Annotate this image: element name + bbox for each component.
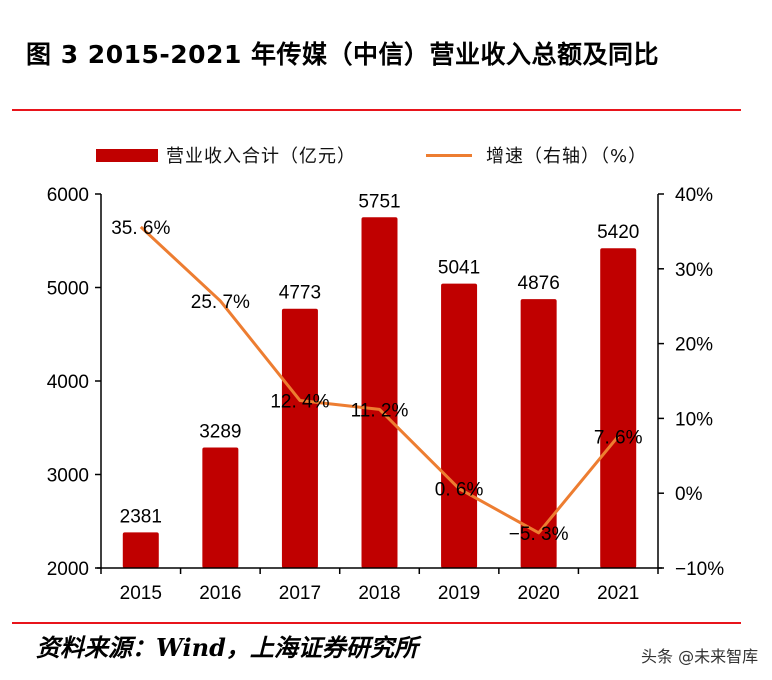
right-tick-label: 40%: [675, 185, 713, 206]
bar-value-label: 4773: [279, 283, 321, 304]
source-note: 资料来源：Wind，上海证券研究所: [36, 633, 418, 662]
x-tick-label: 2020: [518, 583, 560, 604]
left-tick-label: 6000: [47, 185, 89, 206]
left-tick-label: 2000: [47, 559, 89, 580]
growth-value-label: 0. 6%: [435, 480, 484, 501]
title-divider: [12, 109, 741, 111]
bar-value-label: 5041: [438, 258, 480, 279]
bar-2017: [281, 308, 318, 568]
bar-value-label: 5751: [358, 191, 400, 212]
watermark: 头条 @未来智库: [641, 647, 759, 666]
left-tick-label: 4000: [47, 372, 89, 393]
chart-legend: 营业收入合计（亿元） 增速（右轴）（%）: [0, 140, 772, 170]
right-tick-label: −10%: [675, 559, 724, 580]
bar-value-label: 5420: [597, 222, 639, 243]
left-tick-label: 3000: [47, 466, 89, 487]
left-tick-label: 5000: [47, 279, 89, 300]
x-tick-label: 2021: [597, 583, 639, 604]
labels-layer: 2381 3289 4773 5751 5041 4876 5420 35. 6% 25. 7%…: [111, 191, 642, 545]
legend-line-swatch: [426, 154, 472, 157]
bar-2016: [202, 447, 239, 568]
growth-value-label: 25. 7%: [191, 292, 250, 313]
x-tick-label: 2018: [358, 583, 400, 604]
bar-2020: [520, 299, 557, 568]
bar-value-label: 2381: [120, 506, 162, 527]
bar-2021: [600, 248, 637, 569]
x-tick-label: 2019: [438, 583, 480, 604]
growth-value-label: −5. 3%: [509, 524, 569, 545]
figure-title: 图 3 2015-2021 年传媒（中信）营业收入总额及同比: [26, 40, 660, 69]
bar-2019: [441, 283, 478, 568]
x-tick-label: 2016: [199, 583, 241, 604]
growth-value-label: 12. 4%: [270, 391, 329, 412]
growth-value-label: 35. 6%: [111, 218, 170, 239]
growth-value-label: 7. 6%: [594, 427, 643, 448]
growth-value-label: 11. 2%: [351, 400, 409, 421]
right-tick-label: 0%: [675, 484, 703, 505]
bar-value-label: 3289: [199, 421, 241, 442]
line-layer: [139, 225, 620, 535]
right-tick-label: 10%: [675, 409, 713, 430]
axes-layer: 2000 3000 4000 5000 6000 −10% 0% 10% 20% 30% 40% 20…: [47, 185, 725, 604]
x-tick-label: 2017: [279, 583, 321, 604]
legend-bar-swatch: [96, 149, 158, 162]
right-tick-label: 20%: [675, 335, 713, 356]
legend-label-growth: 增速（右轴）（%）: [486, 146, 648, 167]
bar-2015: [122, 532, 159, 568]
bars-layer: [122, 217, 637, 569]
bar-value-label: 4876: [518, 273, 560, 294]
bar-2018: [361, 217, 398, 568]
source-divider: [12, 622, 741, 624]
legend-label-revenue: 营业收入合计（亿元）: [166, 146, 356, 167]
right-tick-label: 30%: [675, 260, 713, 281]
x-tick-label: 2015: [120, 583, 162, 604]
